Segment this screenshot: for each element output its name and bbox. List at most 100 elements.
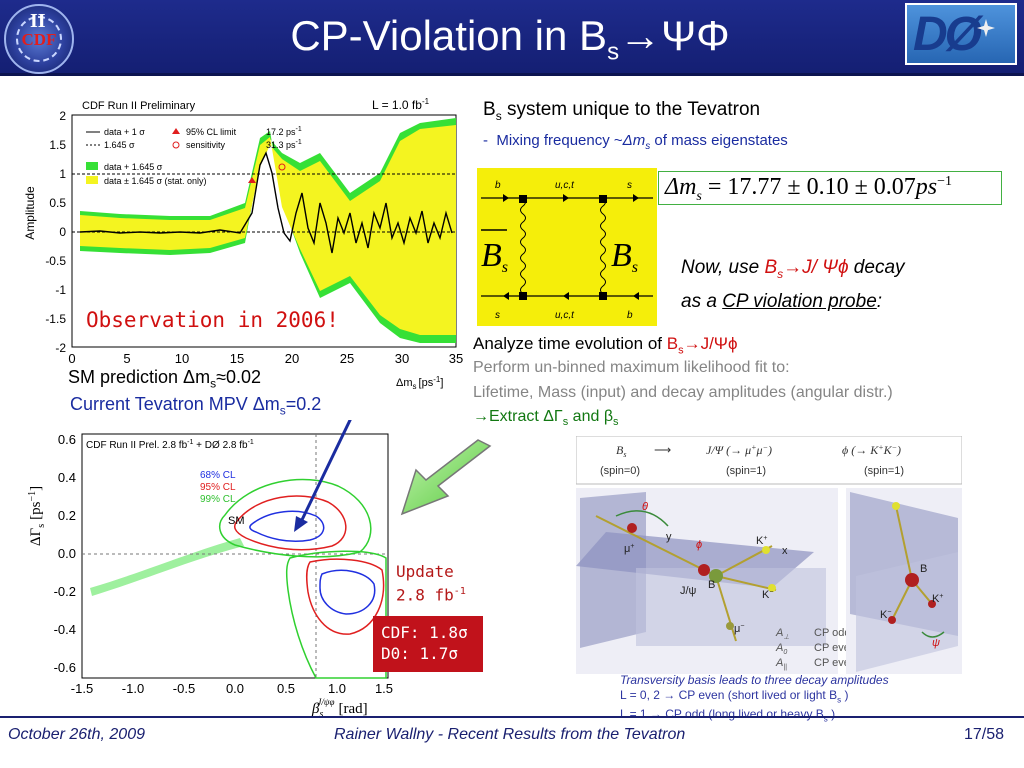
svg-text:1.645 σ: 1.645 σ [104,140,135,150]
svg-text:30: 30 [395,351,409,366]
svg-text:u,c,t: u,c,t [555,310,575,321]
data-points-line [79,151,453,254]
svg-text:B: B [708,579,715,591]
svg-text:-0.5: -0.5 [173,681,195,696]
tevatron-mpv: Current Tevatron MPV Δms=0.2 [70,394,322,418]
yellow-band [80,125,456,335]
svg-text:0.0: 0.0 [226,681,244,696]
footer-date: October 26th, 2009 [8,726,145,743]
amp-plot-lumi: L = 1.0 fb-1 [372,97,430,112]
amp-y-ticks: 2 1.5 1 0.5 0 -0.5 -1 -1.5 -2 [45,109,66,355]
svg-text:-0.5: -0.5 [45,254,66,268]
amp-xlabel: Δms [ps-1] [396,375,443,391]
update-note: Update 2.8 fb-1 [396,562,466,605]
svg-text:1.5: 1.5 [49,138,66,152]
bs-heading: Bs system unique to the Tevatron [483,99,761,123]
svg-text:10: 10 [175,351,189,366]
green-arrow-icon [400,439,492,516]
svg-text:A0: A0 [775,642,787,656]
cl68-label: 68% CL [200,470,236,481]
svg-text:(spin=1): (spin=1) [864,465,904,477]
svg-text:K+: K+ [756,535,767,547]
observation-label: Observation in 2006! [82,308,343,332]
svg-text:sensitivity: sensitivity [186,140,226,150]
contour-95-lower [305,558,385,635]
bs-bar-label: Bs [481,237,508,276]
bs-label: Bs [611,237,638,276]
significance-box: CDF: 1.8σ D0: 1.7σ [373,616,483,672]
svg-text:-1: -1 [55,283,66,297]
svg-text:μ−: μ− [734,623,744,635]
svg-text:K+: K+ [932,593,943,605]
svg-text:A⊥: A⊥ [775,627,789,641]
svg-text:J/ψ: J/ψ [680,585,697,597]
amplitude-scan-plot: CDF Run II Preliminary L = 1.0 fb-1 data… [20,93,470,395]
svg-text:θ: θ [642,501,648,513]
svg-text:0.0: 0.0 [58,546,76,561]
svg-text:CP even: CP even [814,642,856,654]
mpv-arrow [298,420,352,525]
svg-text:5: 5 [123,351,130,366]
svg-text:u,c,t: u,c,t [555,180,575,191]
svg-text:data ± 1.645 σ (stat. only): data ± 1.645 σ (stat. only) [104,176,207,186]
svg-text:20: 20 [285,351,299,366]
svg-text:0.6: 0.6 [58,432,76,447]
now-use-text: Now, use Bs→J/ Ψϕ decay as a CP violatio… [681,257,905,312]
amp-ylabel: Amplitude [23,186,37,240]
svg-text:15: 15 [230,351,244,366]
box-diagram: b u,c,t s s u,c,t b Bs Bs [477,168,657,326]
contour-plot: CDF Run II Prel. 2.8 fb-1 + DØ 2.8 fb-1 … [27,420,393,720]
footer-divider [0,716,1024,718]
sensitivity-marker [278,163,286,171]
svg-text:ϕ (→ K+K−): ϕ (→ K+K−) [842,443,901,457]
contour-68-upper [249,510,325,543]
svg-text:A||: A|| [775,657,787,671]
contour-header: CDF Run II Prel. 2.8 fb-1 + DØ 2.8 fb-1 [86,439,254,451]
svg-text:s: s [495,310,500,321]
limit-marker [248,177,256,183]
svg-text:J/Ψ (→ μ+μ−): J/Ψ (→ μ+μ−) [706,443,772,457]
svg-text:1.0: 1.0 [328,681,346,696]
svg-text:-0.2: -0.2 [54,584,76,599]
svg-text:1.5: 1.5 [375,681,393,696]
amp-plot-legend: data + 1 σ 1.645 σ 95% CL limit sensitiv… [86,126,302,186]
cdf-logo: II CDF [4,4,74,74]
svg-text:μ+: μ+ [624,543,634,555]
svg-text:0.5: 0.5 [277,681,295,696]
d0-logo-text: DØ [913,8,982,61]
svg-text:(spin=0): (spin=0) [600,465,640,477]
contour-xlabel: βsJ/ψφ [rad] [311,697,368,720]
svg-text:-1.0: -1.0 [122,681,144,696]
transversity-caption: Transversity basis leads to three decay … [620,673,889,724]
svg-text:-1.5: -1.5 [71,681,93,696]
contour-ylabel: ΔΓs[ps−1] [27,486,47,546]
contour-x-ticks: -1.5 -1.0 -0.5 0.0 0.5 1.0 1.5 [71,681,393,696]
extract-text: →Extract ΔΓs and βs [473,408,619,429]
contour-95-upper [233,495,347,551]
svg-text:b: b [495,180,501,191]
transversity-diagram: Bs ⟶ J/Ψ (→ μ+μ−) ϕ (→ K+K−) (spin=0) (s… [576,436,962,674]
title-bar: II CDF CP-Violation in Bs→ΨΦ DØ [0,0,1024,76]
svg-text:K−: K− [880,609,891,621]
cdf-logo-roman: II [30,10,46,32]
svg-text:data + 1.645 σ: data + 1.645 σ [104,162,163,172]
svg-text:K−: K− [762,589,773,601]
svg-text:0.4: 0.4 [58,470,76,485]
sm-point-label: SM [228,515,245,527]
svg-text:y: y [666,531,672,543]
amp-x-ticks: 0 5 10 15 20 25 30 35 [68,351,463,366]
sm-prediction: SM prediction Δms≈0.02 [68,367,261,391]
svg-text:-1.5: -1.5 [45,312,66,326]
svg-text:s: s [627,180,632,191]
svg-text:⟶: ⟶ [654,443,671,457]
contour-y-ticks: 0.6 0.4 0.2 0.0 -0.2 -0.4 -0.6 [54,432,76,675]
svg-text:b: b [627,310,633,321]
svg-text:0: 0 [59,225,66,239]
svg-text:2: 2 [59,109,66,123]
svg-text:-2: -2 [55,341,66,355]
star-icon [977,19,995,37]
svg-text:0.2: 0.2 [58,508,76,523]
cl95-label: 95% CL [200,482,236,493]
svg-text:data + 1 σ: data + 1 σ [104,127,145,137]
svg-text:25: 25 [340,351,354,366]
